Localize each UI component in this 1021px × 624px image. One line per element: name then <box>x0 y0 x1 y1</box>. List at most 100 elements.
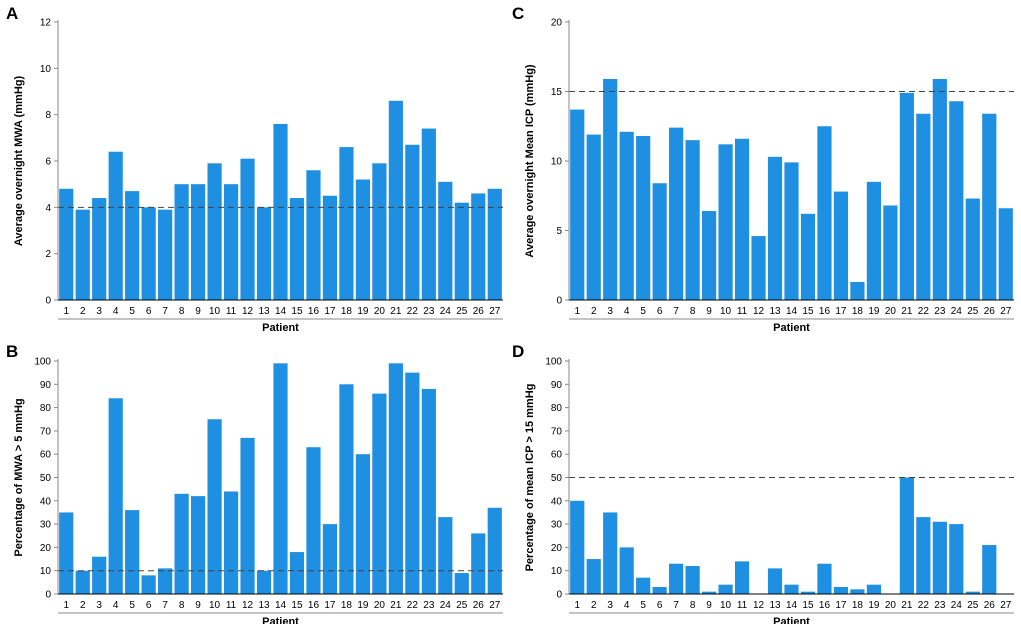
bar <box>174 493 189 594</box>
bar <box>669 563 684 594</box>
x-tick-label: 12 <box>242 600 254 611</box>
x-tick-label: 11 <box>226 600 237 611</box>
y-tick-label: 0 <box>556 590 562 601</box>
y-tick-label: 15 <box>551 87 563 98</box>
bar <box>734 561 750 594</box>
x-tick-label: 26 <box>473 600 485 611</box>
bar <box>158 568 173 594</box>
x-tick-label: 18 <box>852 600 864 611</box>
x-tick-label: 20 <box>885 306 897 317</box>
x-tick-label: 1 <box>63 600 69 611</box>
x-tick-label: 13 <box>769 306 781 317</box>
x-tick-label: 11 <box>226 306 237 317</box>
x-tick-label: 16 <box>819 306 831 317</box>
x-tick-label: 16 <box>308 306 320 317</box>
y-tick-label: 80 <box>40 403 52 414</box>
y-tick-label: 30 <box>40 520 52 531</box>
x-tick-label: 8 <box>690 600 696 611</box>
x-tick-label: 8 <box>179 600 185 611</box>
x-tick-label: 17 <box>324 600 336 611</box>
bar <box>652 183 667 300</box>
bar <box>421 128 436 300</box>
bar <box>767 568 783 594</box>
x-tick-label: 13 <box>258 306 270 317</box>
y-tick-label: 10 <box>40 64 52 75</box>
x-tick-label: 9 <box>706 600 712 611</box>
x-tick-label: 6 <box>146 306 152 317</box>
x-tick-label: 13 <box>258 600 270 611</box>
bar <box>982 545 997 594</box>
x-tick-label: 4 <box>113 306 119 317</box>
bar <box>75 570 90 594</box>
x-tick-label: 18 <box>341 306 353 317</box>
x-tick-label: 3 <box>96 600 102 611</box>
x-tick-label: 7 <box>673 600 679 611</box>
x-tick-label: 24 <box>440 306 452 317</box>
x-tick-label: 19 <box>357 306 369 317</box>
x-tick-label: 1 <box>63 306 69 317</box>
x-tick-label: 27 <box>1000 600 1012 611</box>
bar <box>636 135 651 300</box>
x-tick-label: 27 <box>489 600 501 611</box>
bar <box>949 101 964 300</box>
x-tick-label: 22 <box>918 600 930 611</box>
bar <box>932 521 947 594</box>
y-tick-label: 10 <box>40 566 52 577</box>
bar <box>125 191 140 300</box>
y-tick-label: 20 <box>40 543 52 554</box>
x-tick-label: 17 <box>835 306 847 317</box>
x-tick-label: 7 <box>673 306 679 317</box>
y-axis-title: Average overnight MWA (mmHg) <box>13 76 25 247</box>
panel-letter: B <box>6 342 18 361</box>
y-tick-label: 6 <box>45 157 51 168</box>
bar <box>916 113 931 301</box>
x-tick-label: 2 <box>80 600 86 611</box>
y-tick-label: 60 <box>551 450 563 461</box>
x-tick-label: 15 <box>802 600 814 611</box>
x-tick-label: 25 <box>456 306 468 317</box>
x-tick-label: 2 <box>591 600 597 611</box>
x-tick-label: 10 <box>209 306 221 317</box>
x-tick-label: 21 <box>901 600 913 611</box>
bar <box>322 524 338 594</box>
y-axis-title: Percentage of mean ICP > 15 mmHg <box>524 384 536 572</box>
bar <box>899 477 914 594</box>
y-tick-label: 90 <box>551 380 563 391</box>
x-tick-label: 19 <box>868 600 880 611</box>
bar <box>207 163 222 300</box>
x-tick-label: 27 <box>1000 306 1012 317</box>
bar <box>932 78 947 301</box>
x-tick-label: 7 <box>162 306 168 317</box>
x-tick-label: 19 <box>868 306 880 317</box>
y-tick-label: 50 <box>551 473 563 484</box>
bar <box>454 573 469 594</box>
bar <box>108 398 123 594</box>
x-tick-label: 22 <box>407 600 419 611</box>
bar <box>998 208 1013 300</box>
bar <box>702 211 717 300</box>
x-tick-label: 24 <box>951 306 963 317</box>
x-tick-label: 11 <box>737 600 748 611</box>
bar <box>191 496 206 594</box>
bar <box>59 512 74 594</box>
y-tick-label: 20 <box>551 18 563 29</box>
y-tick-label: 30 <box>551 520 563 531</box>
x-tick-label: 3 <box>607 306 613 317</box>
y-tick-label: 100 <box>34 357 51 368</box>
bar <box>158 209 173 300</box>
bar <box>916 517 931 594</box>
x-tick-label: 1 <box>574 600 580 611</box>
y-tick-label: 0 <box>45 296 51 307</box>
y-tick-label: 12 <box>40 18 52 29</box>
x-tick-label: 23 <box>934 600 946 611</box>
bar <box>339 147 354 300</box>
bar <box>339 384 354 594</box>
bar <box>75 209 90 300</box>
y-tick-label: 5 <box>556 226 562 237</box>
bar <box>438 181 453 300</box>
bar <box>421 388 436 594</box>
x-tick-label: 3 <box>96 306 102 317</box>
